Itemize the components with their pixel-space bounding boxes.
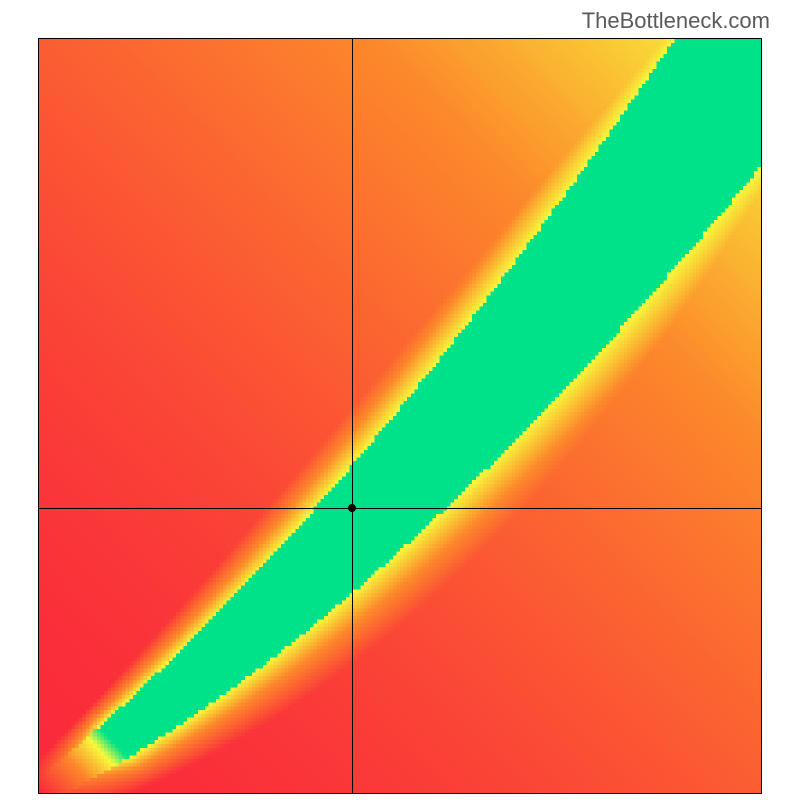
data-point-marker bbox=[348, 504, 356, 512]
heatmap-canvas bbox=[39, 39, 761, 793]
crosshair-vertical bbox=[352, 39, 353, 793]
crosshair-horizontal bbox=[39, 508, 761, 509]
watermark: TheBottleneck.com bbox=[582, 8, 770, 34]
heatmap-plot bbox=[38, 38, 762, 794]
